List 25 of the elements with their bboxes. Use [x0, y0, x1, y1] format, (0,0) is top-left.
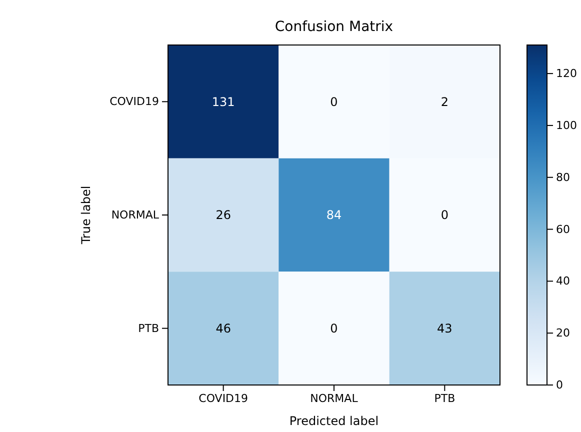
x-tick-label: NORMAL: [310, 392, 359, 405]
color-bar-label: 40: [556, 274, 570, 288]
y-axis-title: True label: [79, 186, 93, 246]
data-label: 0: [440, 208, 448, 222]
data-label: 0: [330, 94, 338, 109]
color-bar-label: 80: [556, 170, 570, 184]
color-bar-label: 120: [556, 67, 577, 80]
data-label: 131: [212, 94, 235, 109]
color-bar-label: 20: [556, 326, 570, 340]
x-tick-label: COVID19: [198, 392, 248, 405]
x-tick-label: PTB: [434, 392, 456, 405]
data-label: 43: [437, 322, 452, 336]
chart-title: Confusion Matrix: [274, 19, 394, 35]
color-bar-label: 0: [556, 378, 563, 392]
y-tick-label: COVID19: [110, 95, 159, 108]
data-label: 46: [216, 322, 231, 336]
y-tick-label: PTB: [138, 322, 159, 335]
x-axis-title: Predicted label: [289, 414, 379, 428]
y-tick-label: NORMAL: [111, 208, 160, 222]
data-label: 0: [330, 322, 338, 336]
color-bar-label: 60: [556, 222, 570, 236]
data-label: 2: [440, 94, 448, 109]
data-label: 84: [326, 208, 342, 222]
data-label: 26: [216, 208, 231, 222]
color-bar-label: 100: [556, 118, 577, 132]
